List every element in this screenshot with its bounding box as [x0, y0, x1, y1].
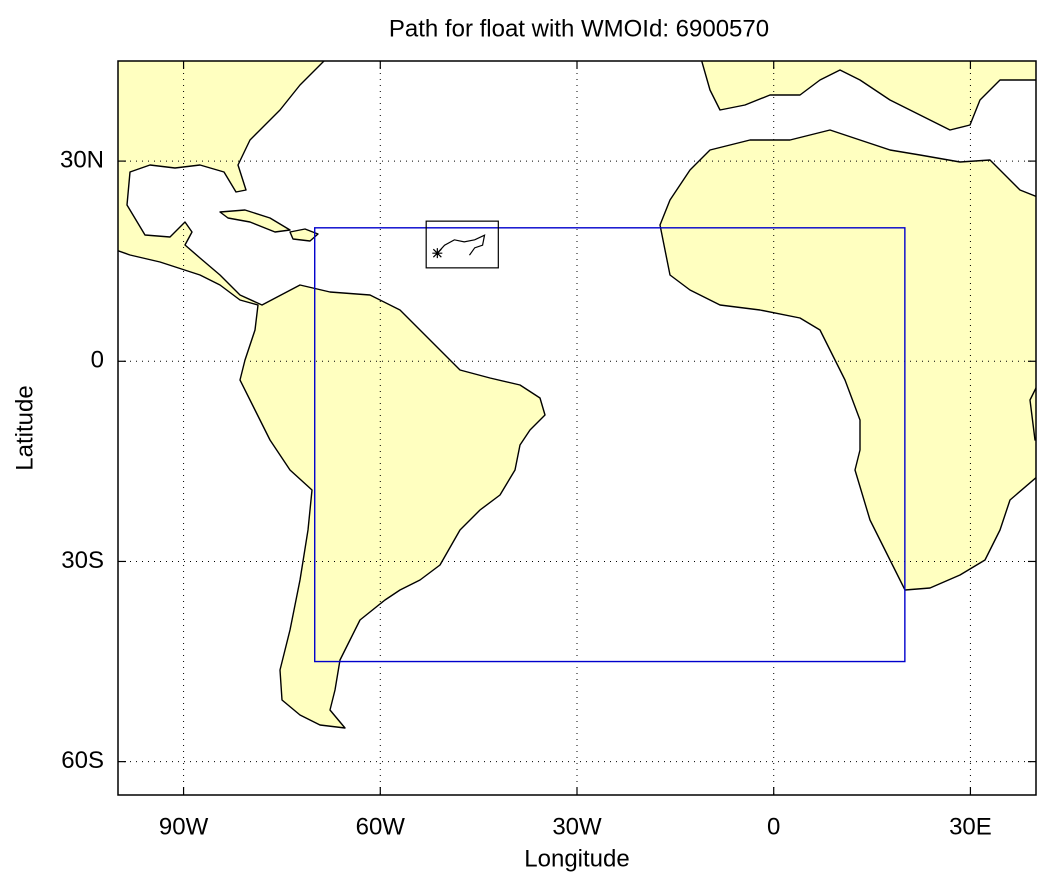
float-track [436, 234, 486, 256]
y-tick-label: 30S [61, 547, 104, 574]
float-start [432, 248, 443, 259]
y-tick-label: 0 [91, 347, 104, 374]
europe [700, 61, 1036, 131]
hispaniola [289, 228, 319, 242]
americas [118, 61, 546, 729]
map-title: Path for float with WMOId: 6900570 [389, 15, 769, 42]
x-tick-label: 30W [552, 813, 602, 840]
madagascar [1029, 386, 1036, 441]
grid [118, 61, 1036, 795]
africa [659, 129, 1036, 591]
x-tick-label: 0 [767, 813, 780, 840]
y-tick-label: 30N [60, 146, 104, 173]
x-tick-label: 30E [949, 813, 992, 840]
plot-frame [117, 60, 1037, 796]
x-tick-label: 90W [159, 813, 209, 840]
marks [314, 220, 906, 663]
cuba [219, 209, 291, 233]
region-box [314, 227, 906, 663]
inset-box [425, 220, 499, 269]
y-tick-label: 60S [61, 747, 104, 774]
x-tick-label: 60W [356, 813, 406, 840]
x-axis-label: Longitude [524, 845, 629, 872]
land [118, 61, 1036, 729]
y-axis-label: Latitude [11, 385, 38, 470]
